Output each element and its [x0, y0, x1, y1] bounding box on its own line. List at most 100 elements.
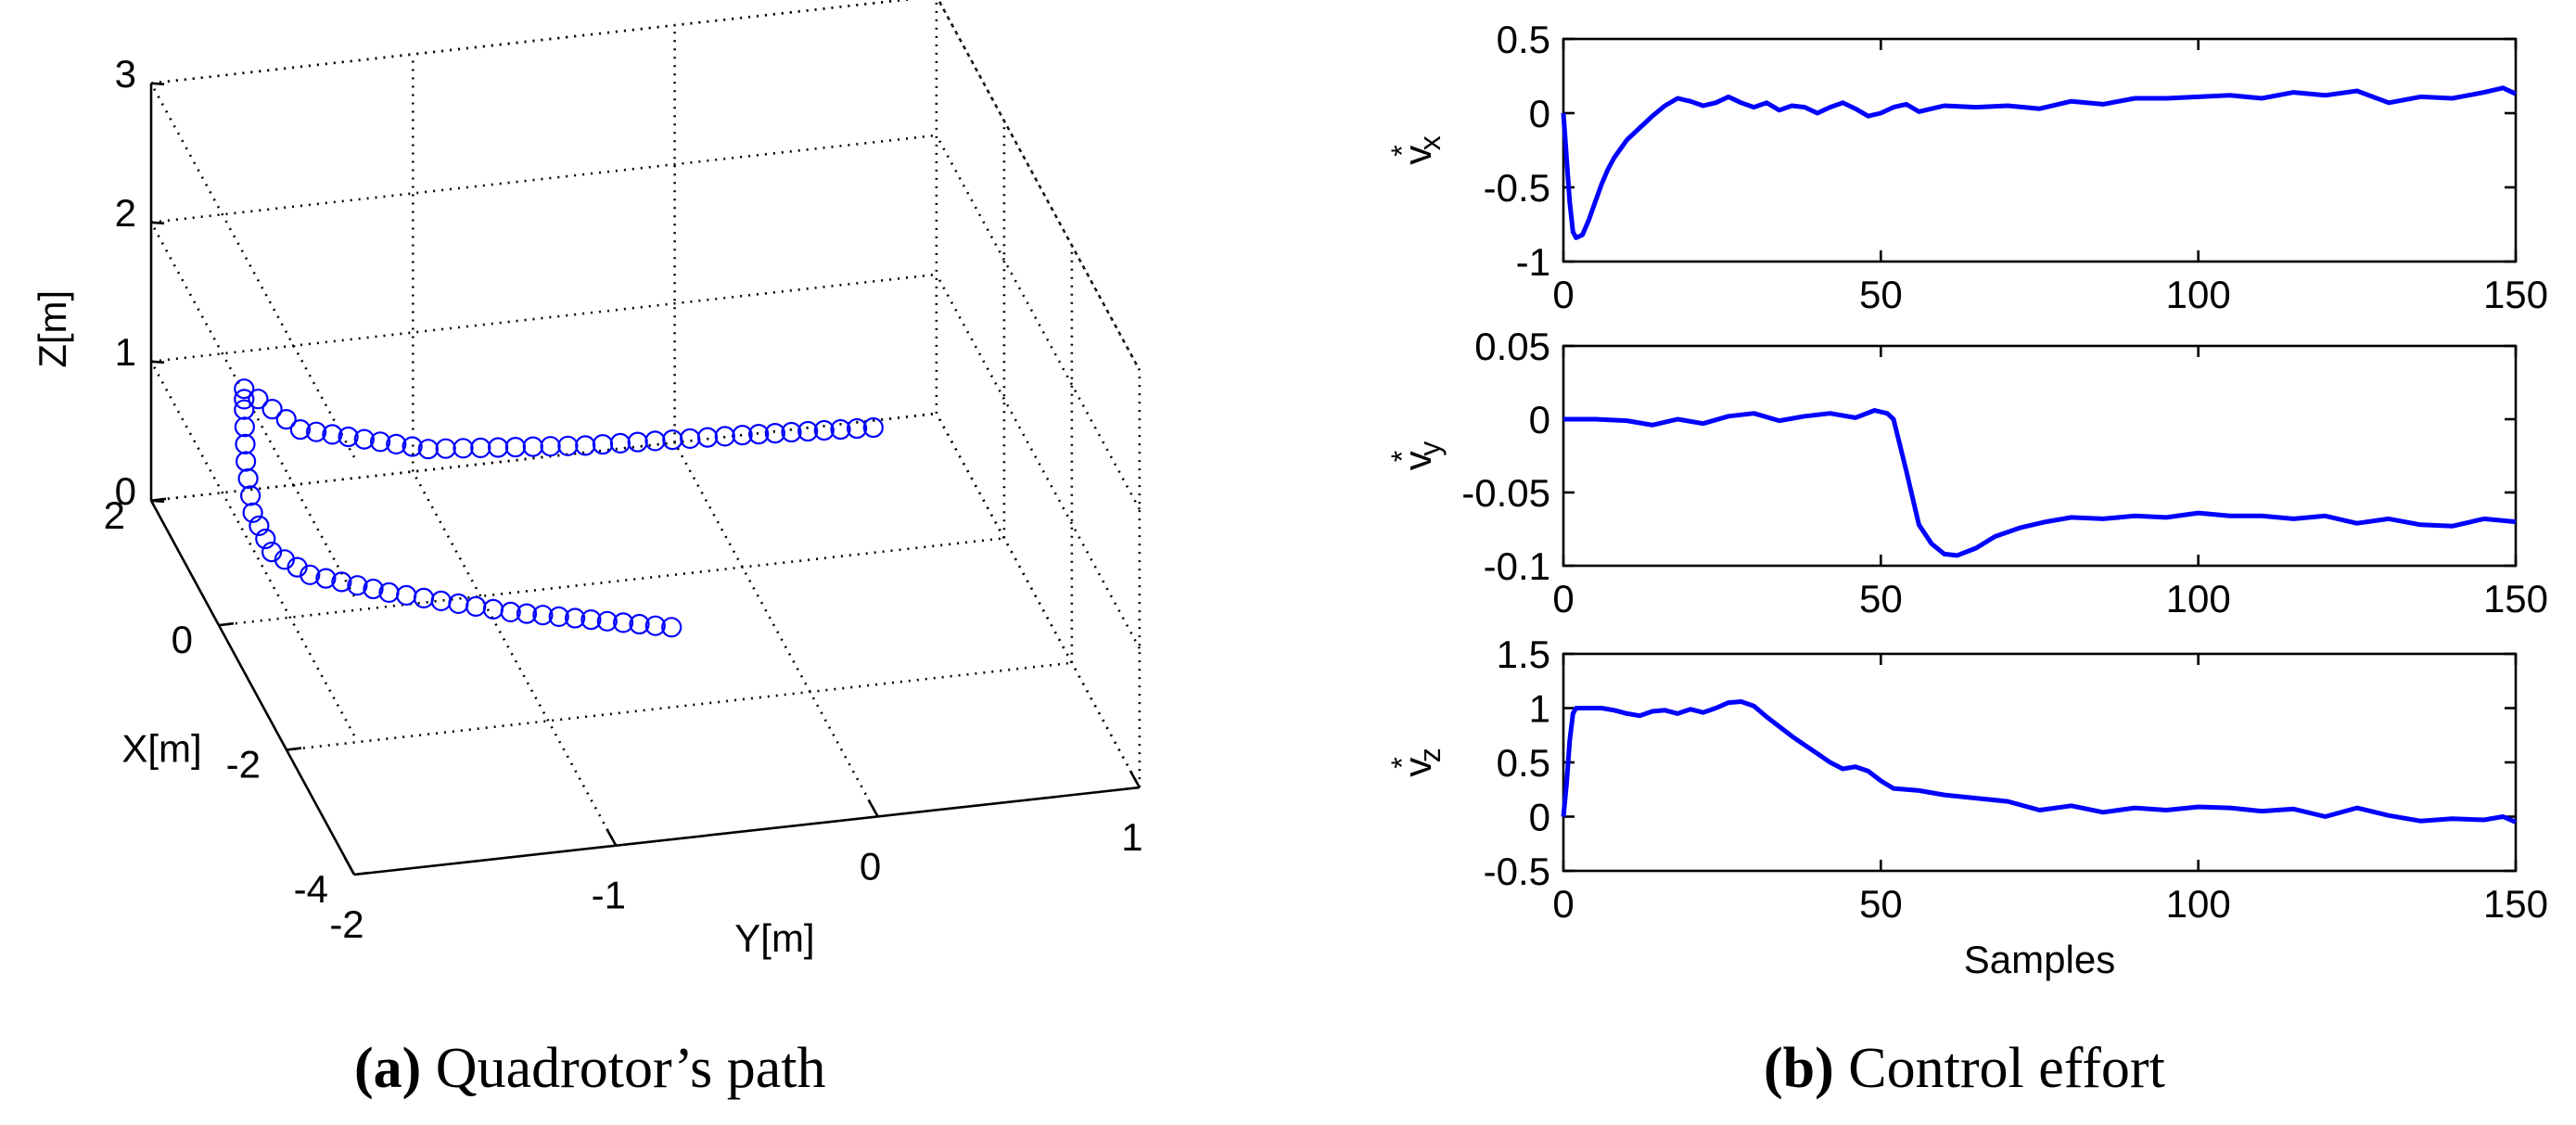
path-marker: [764, 423, 786, 444]
x-tick-label-vz: 100: [2166, 882, 2231, 926]
y-tick-mark-3d: [867, 799, 879, 818]
z-tick-label-3d: 3: [115, 52, 136, 96]
path-marker: [830, 418, 851, 441]
z-tick-mark-3d: [150, 221, 165, 225]
x-tick-label-3d: -2: [226, 743, 261, 786]
z-tick-mark-3d: [150, 82, 165, 86]
path-marker: [240, 485, 261, 506]
x-tick-label-vx: 150: [2483, 273, 2548, 316]
x-tick-label-vz: 0: [1552, 882, 1574, 926]
path-marker: [331, 571, 352, 593]
y-axis-label-main-vx: v: [1396, 146, 1439, 165]
x-tick-mark-3d: [286, 747, 302, 751]
path-marker: [609, 432, 631, 454]
path-marker: [516, 603, 538, 624]
path-marker: [813, 419, 835, 441]
y-tick-label-vy: 0.05: [1474, 325, 1550, 368]
path-marker: [629, 613, 650, 635]
y-axis-label-sup-vx: *: [1385, 145, 1419, 156]
x-axis-label-3d: X[m]: [121, 726, 201, 770]
path-marker: [470, 437, 491, 458]
path-marker: [242, 502, 263, 523]
y-axis-label-vy: v*y: [1385, 441, 1447, 470]
x-tick-label-vy: 50: [1859, 577, 1903, 620]
path-marker: [353, 428, 375, 450]
path-marker: [662, 429, 683, 451]
series-line-vy: [1563, 408, 2517, 558]
path-marker: [548, 606, 569, 628]
caption-b: (b) Control effort: [1764, 1037, 2165, 1100]
caption-a: (a) Quadrotor’s path: [354, 1037, 826, 1100]
y-tick-mark-3d: [343, 857, 356, 876]
path-marker: [661, 617, 682, 638]
y-axis-line: [353, 786, 1141, 876]
y-tick-label-vy: 0: [1529, 398, 1550, 441]
path-marker: [580, 608, 602, 631]
path-marker: [540, 436, 561, 457]
x-tick-label-vy: 100: [2166, 577, 2231, 620]
x-tick-mark-3d: [218, 621, 235, 627]
y-tick-label-3d: 1: [1121, 815, 1142, 859]
path-marker: [435, 438, 456, 459]
subplot-vy: 0 50 100 150 0.05 0 -0.05 -0.1 v*y: [1385, 325, 2548, 620]
path-marker: [714, 426, 735, 447]
x-tick-label-vx: 0: [1552, 273, 1574, 316]
path-marker: [564, 607, 586, 629]
path-marker: [644, 615, 666, 636]
path-marker: [234, 416, 255, 438]
y-axis-label-sub-vz: z: [1413, 748, 1447, 762]
y-tick-label-vz: 1: [1529, 687, 1550, 731]
path-marker: [261, 399, 283, 420]
path-marker: [696, 427, 719, 448]
path-marker: [322, 424, 343, 445]
path-marker: [557, 435, 579, 456]
path-marker: [315, 568, 337, 589]
y-tick-label-3d: -2: [329, 902, 363, 946]
path-marker: [644, 430, 666, 452]
path-marker: [453, 438, 474, 459]
x-axis-line: [149, 500, 356, 876]
z-axis-label-3d: Z[m]: [31, 290, 74, 368]
x-tick-label-vx: 100: [2166, 273, 2231, 316]
y-axis-label-main-vy: v: [1396, 451, 1439, 470]
z-tick-label-3d: 1: [115, 330, 136, 374]
path-marker: [487, 437, 509, 458]
y-axis-label-sub-vy: y: [1413, 441, 1447, 456]
path-marker: [248, 389, 269, 410]
series-line-vz: [1561, 699, 2517, 825]
z-tick-label-3d: 2: [115, 191, 136, 235]
path-marker: [275, 409, 297, 430]
y-tick-label-vx: 0: [1529, 92, 1550, 135]
x-axis-label-vz: Samples: [1964, 938, 2115, 981]
path-marker: [249, 515, 270, 537]
axes-frame-vy: [1562, 344, 2518, 568]
path-marker: [612, 612, 634, 633]
path-marker: [234, 378, 255, 400]
series-line-vx: [1561, 85, 2518, 240]
path-marker: [370, 431, 391, 453]
y-axis-label-main-vz: v: [1396, 758, 1439, 777]
path-marker: [732, 425, 753, 446]
y-axis-label-vx: v*x: [1385, 135, 1447, 164]
x-tick-label-3d: 0: [172, 618, 193, 661]
path-marker: [862, 416, 884, 439]
path-marker: [347, 575, 368, 596]
y-axis-label-sub-vx: x: [1413, 135, 1447, 150]
path-marker: [237, 467, 259, 490]
path-marker: [234, 399, 255, 420]
x-tick-label-vz: 50: [1859, 882, 1903, 926]
path-marker: [289, 419, 311, 441]
caption-a-text: Quadrotor’s path: [421, 1037, 825, 1100]
y-axis-label-vz: v*z: [1385, 748, 1447, 776]
y-tick-label-vx: -0.5: [1484, 166, 1550, 210]
path-marker: [378, 582, 400, 604]
y-axis-label-sup-vy: *: [1385, 451, 1419, 462]
y-tick-label-vz: 0: [1529, 796, 1550, 839]
y-axis-label-sup-vz: *: [1385, 757, 1419, 768]
x-tick-mark-3d: [353, 871, 370, 876]
path-marker: [532, 605, 554, 626]
